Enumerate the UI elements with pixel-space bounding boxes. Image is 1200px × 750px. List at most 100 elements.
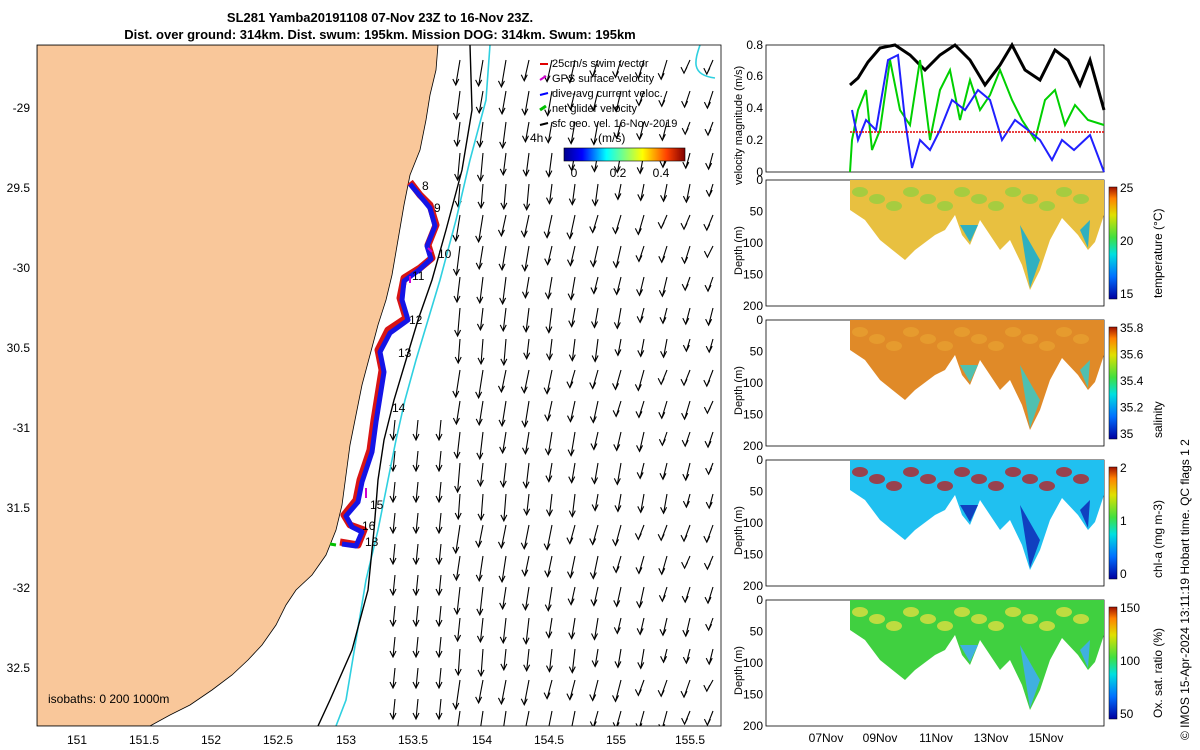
- svg-text:35.6: 35.6: [1120, 348, 1144, 362]
- svg-text:0: 0: [571, 166, 578, 180]
- sfc-geo-velocity-line: [849, 41, 1106, 111]
- svg-text:0.4: 0.4: [746, 101, 763, 115]
- svg-text:30.5: 30.5: [7, 341, 31, 355]
- oxygen-colorbar: [1108, 606, 1118, 720]
- svg-text:50: 50: [750, 345, 764, 359]
- chla-colorbar: [1108, 466, 1118, 580]
- svg-text:0.8: 0.8: [746, 38, 763, 52]
- svg-text:35.4: 35.4: [1120, 374, 1144, 388]
- svg-text:35.2: 35.2: [1120, 401, 1144, 415]
- svg-text:0: 0: [756, 165, 763, 179]
- svg-text:07Nov: 07Nov: [809, 731, 844, 745]
- isobaths-legend: isobaths: 0 200 1000m: [48, 692, 169, 706]
- svg-text:50: 50: [1120, 707, 1134, 721]
- isobath-1000m: [317, 45, 473, 726]
- title-line-1: SL281 Yamba20191108 07-Nov 23Z to 16-Nov…: [226, 10, 534, 25]
- surface-velocity-arrows: [389, 59, 714, 726]
- svg-text:32.5: 32.5: [7, 661, 31, 675]
- svg-text:152.5: 152.5: [263, 733, 293, 747]
- svg-text:100: 100: [1120, 654, 1140, 668]
- svg-text:200: 200: [743, 299, 763, 313]
- legend-swim-vector: 25cm/s swim vector: [552, 58, 649, 70]
- svg-text:154: 154: [472, 733, 492, 747]
- day-label-15: 15: [370, 498, 384, 512]
- day-label-8: 8: [422, 179, 429, 193]
- svg-text:200: 200: [743, 439, 763, 453]
- oxygen-colorbar-label: Ox. sat. ratio (%): [1151, 628, 1165, 718]
- land: [37, 45, 439, 726]
- temperature-colorbar-label: temperature (°C): [1151, 209, 1165, 299]
- svg-text:150: 150: [743, 688, 763, 702]
- svg-text:(m/s): (m/s): [598, 131, 625, 145]
- svg-text:0: 0: [756, 453, 763, 467]
- svg-text:100: 100: [743, 376, 763, 390]
- svg-text:-30: -30: [13, 261, 31, 275]
- svg-text:0.2: 0.2: [610, 166, 627, 180]
- svg-text:0.6: 0.6: [746, 69, 763, 83]
- svg-text:0: 0: [756, 313, 763, 327]
- svg-text:153.5: 153.5: [398, 733, 428, 747]
- svg-text:09Nov: 09Nov: [863, 731, 898, 745]
- svg-text:100: 100: [743, 516, 763, 530]
- chla-panel: 0 50 100 150 200 Depth (m) 2 1 0 chl-a (mg m-3): [733, 453, 1165, 593]
- svg-text:200: 200: [743, 579, 763, 593]
- credit-text: © IMOS 15-Apr-2024 13:11:19 Hobart time.…: [1178, 439, 1192, 740]
- net-glider-velocity-line: [849, 59, 1105, 173]
- latitude-axis: -29 29.5 -30 30.5 -31 31.5 -32 32.5: [7, 101, 31, 675]
- svg-text:50: 50: [750, 625, 764, 639]
- salinity-ylabel: Depth (m): [733, 366, 745, 415]
- day-label-14: 14: [392, 401, 406, 415]
- map-panel: 8 9 10 11 12 13 14 15 16 18 4h isobaths:…: [7, 44, 722, 747]
- svg-text:150: 150: [743, 268, 763, 282]
- svg-text:150: 150: [743, 408, 763, 422]
- svg-text:0: 0: [1120, 567, 1127, 581]
- velocity-ylabel: velocity magnitude (m/s): [733, 66, 745, 185]
- svg-text:20: 20: [1120, 234, 1134, 248]
- day-label-12: 12: [409, 313, 423, 327]
- svg-text:100: 100: [743, 656, 763, 670]
- svg-text:-32: -32: [13, 581, 31, 595]
- svg-text:-29: -29: [13, 101, 31, 115]
- legend-gps-velocity: GPS surface velocity: [552, 73, 655, 85]
- svg-text:200: 200: [743, 719, 763, 733]
- svg-text:150: 150: [1120, 601, 1140, 615]
- svg-text:151: 151: [67, 733, 87, 747]
- salinity-panel: 0 50 100 150 200 Depth (m) 35.8 35.6 35.4 35.2 35 s…: [733, 313, 1165, 453]
- day-label-9: 9: [434, 201, 441, 215]
- dive-avg-current-line: [851, 53, 1105, 173]
- oxygen-ylabel: Depth (m): [733, 646, 745, 695]
- svg-text:0: 0: [756, 173, 763, 187]
- svg-text:153: 153: [336, 733, 356, 747]
- svg-text:100: 100: [743, 236, 763, 250]
- svg-text:31.5: 31.5: [7, 501, 31, 515]
- speed-colorbar: (m/s) 0 0.2 0.4: [563, 131, 686, 180]
- svg-text:2: 2: [1120, 461, 1127, 475]
- time-label-4h: 4h: [530, 131, 543, 145]
- day-label-11: 11: [412, 269, 425, 283]
- chla-ylabel: Depth (m): [733, 506, 745, 555]
- svg-text:15: 15: [1120, 287, 1134, 301]
- longitude-axis: 151 151.5 152 152.5 153 153.5 154 154.5 …: [67, 733, 705, 747]
- day-label-10: 10: [438, 247, 452, 261]
- svg-text:155.5: 155.5: [675, 733, 705, 747]
- svg-text:0: 0: [756, 593, 763, 607]
- temperature-panel: 0 50 100 150 200 Depth (m) 25 20 15 temperature (…: [733, 173, 1165, 313]
- day-label-13: 13: [398, 346, 412, 360]
- svg-text:150: 150: [743, 548, 763, 562]
- chla-colorbar-label: chl-a (mg m-3): [1151, 500, 1165, 578]
- title-line-2: Dist. over ground: 314km. Dist. swum: 19…: [124, 27, 636, 42]
- map-legend: 25cm/s swim vector GPS surface velocity …: [539, 58, 677, 130]
- svg-text:154.5: 154.5: [534, 733, 564, 747]
- svg-text:1: 1: [1120, 514, 1127, 528]
- legend-dive-avg-current: dive-avg current veloc.: [552, 88, 663, 100]
- svg-text:50: 50: [750, 205, 764, 219]
- legend-sfc-geo-vel: sfc geo. vel. 16-Nov-2019: [552, 118, 677, 130]
- svg-text:35: 35: [1120, 427, 1134, 441]
- svg-text:151.5: 151.5: [129, 733, 159, 747]
- svg-text:25: 25: [1120, 181, 1134, 195]
- glider-track-current: [341, 182, 438, 549]
- temperature-colorbar: [1108, 186, 1118, 300]
- svg-text:11Nov: 11Nov: [919, 731, 953, 745]
